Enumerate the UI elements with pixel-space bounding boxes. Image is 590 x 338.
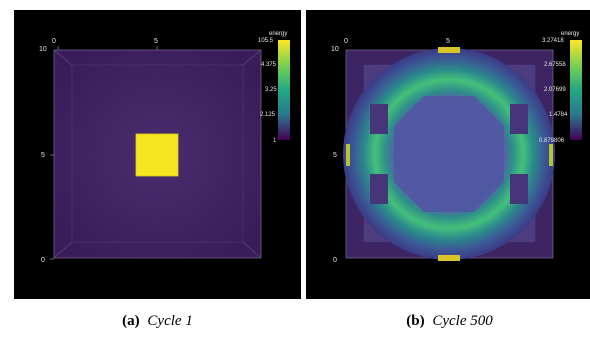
boundary-hot-spot: [346, 144, 350, 166]
colorbar-label-max: 105.5: [258, 38, 274, 44]
boundary-hot-spot: [438, 47, 460, 53]
x-tick-5: 5: [154, 38, 158, 45]
y-tick-5: 5: [41, 152, 45, 159]
axis-edge: [53, 49, 73, 66]
colorbar-label-max: 3.27418: [542, 38, 564, 44]
colorbar-title: energy: [269, 31, 287, 37]
panel-cycle-500: 0 5 10 5 0 energy 3.27418 2.67558 2.0769…: [306, 10, 590, 299]
panel-cycle-1: 0 5 10 5 0 energy 105.5 4.375 3.25 2.125…: [14, 10, 301, 299]
y-tick-10: 10: [331, 46, 339, 53]
colorbar-label: 2.07699: [544, 87, 566, 93]
render-viewport-b[interactable]: 0 5 10 5 0 energy 3.27418 2.67558 2.0769…: [306, 10, 590, 299]
x-tick-0: 0: [52, 38, 56, 45]
axis-edge: [242, 49, 262, 66]
y-tick-0: 0: [41, 257, 45, 264]
y-tick-0: 0: [333, 257, 337, 264]
block-artifact: [510, 174, 528, 204]
axis-edge: [242, 241, 262, 259]
colorbar-label: 2.125: [260, 112, 276, 118]
block-artifact: [370, 174, 388, 204]
y-tick-5: 5: [333, 152, 337, 159]
block-artifact: [370, 104, 388, 134]
caption-a: (a) Cycle 1: [14, 313, 301, 330]
colorbar-label: 3.25: [265, 87, 277, 93]
colorbar: [570, 40, 582, 140]
x-tick-5: 5: [446, 38, 450, 45]
colorbar-label-min: 1: [273, 138, 277, 144]
colorbar-label-min: 0.879806: [539, 138, 565, 144]
axis-edge: [53, 241, 73, 259]
colorbar-label: 1.4784: [549, 112, 568, 118]
caption-title: Cycle 500: [432, 313, 493, 329]
y-tick-10: 10: [39, 46, 47, 53]
boundary-hot-spot: [438, 255, 460, 261]
inner-low-energy-region: [394, 96, 504, 212]
domain-back-face: [71, 64, 244, 243]
caption-title: Cycle 1: [147, 313, 193, 329]
caption-tag: (b): [406, 313, 425, 329]
x-tick-0: 0: [344, 38, 348, 45]
boundary-hot-spot: [549, 144, 553, 166]
caption-tag: (a): [122, 313, 140, 329]
colorbar-label: 2.67558: [544, 62, 566, 68]
colorbar: [278, 40, 290, 140]
render-viewport-a[interactable]: 0 5 10 5 0 energy 105.5 4.375 3.25 2.125…: [14, 10, 301, 299]
block-artifact: [510, 104, 528, 134]
colorbar-label: 4.375: [261, 62, 277, 68]
caption-b: (b) Cycle 500: [306, 313, 590, 330]
hot-energy-region: [135, 133, 179, 177]
colorbar-title: energy: [561, 31, 579, 37]
